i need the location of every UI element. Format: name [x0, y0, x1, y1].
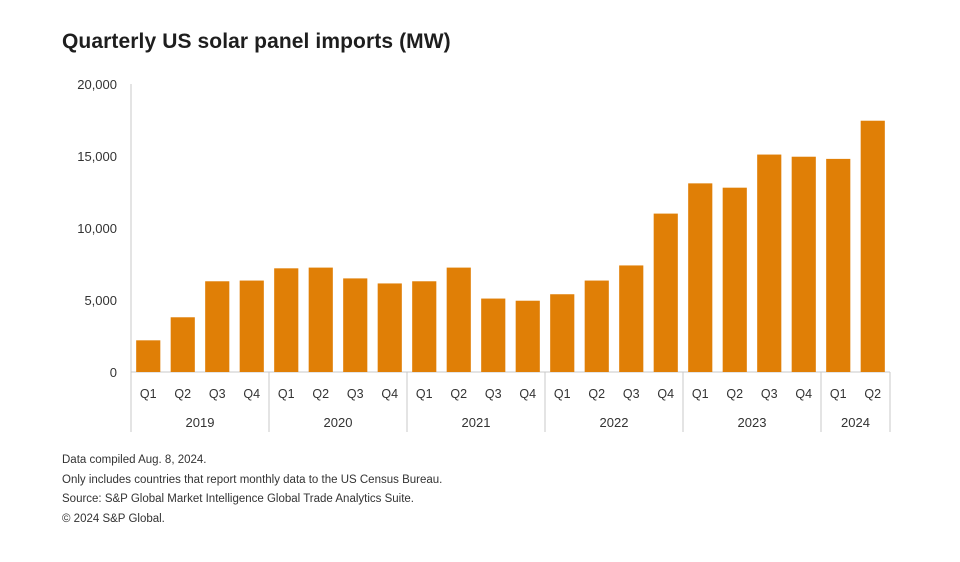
x-tick-label-quarter: Q2 [588, 387, 605, 401]
bar [343, 278, 368, 372]
bar [584, 280, 609, 372]
bar [826, 158, 851, 372]
y-tick-label: 15,000 [77, 149, 117, 164]
footnote-scope: Only includes countries that report mont… [62, 473, 443, 486]
x-tick-label-quarter: Q2 [312, 387, 329, 401]
y-tick-label: 0 [110, 365, 117, 380]
bar [619, 265, 644, 372]
bar [136, 340, 161, 372]
bar [170, 317, 195, 372]
x-tick-label-year: 2023 [738, 415, 767, 430]
bar [239, 280, 264, 372]
x-tick-label-quarter: Q4 [519, 387, 536, 401]
bar [446, 267, 471, 372]
bar [722, 187, 747, 372]
x-tick-label-year: 2019 [186, 415, 215, 430]
x-tick-label-quarter: Q3 [347, 387, 364, 401]
chart-title: Quarterly US solar panel imports (MW) [62, 30, 451, 53]
footnote-date: Data compiled Aug. 8, 2024. [62, 454, 207, 466]
bar-chart: 0 5,000 10,000 15,000 20,000 Q1 Q2 Q3 Q4 Q1 Q2 Q3 Q4… [77, 77, 891, 432]
footnote-source: Source: S&P Global Market Intelligence G… [62, 493, 415, 505]
x-tick-label-year: 2022 [600, 415, 629, 430]
x-tick-label-quarter: Q1 [416, 387, 433, 401]
footnote-copyright: © 2024 S&P Global. [62, 512, 165, 525]
bar [308, 267, 333, 372]
x-tick-label-quarter: Q1 [554, 387, 571, 401]
footnotes: Data compiled Aug. 8, 2024. Only include… [62, 451, 442, 529]
x-tick-label-year: 2021 [462, 415, 491, 430]
x-tick-label-quarter: Q1 [692, 387, 709, 401]
y-tick-label: 10,000 [77, 221, 117, 236]
x-tick-label-year: 2020 [324, 415, 353, 430]
bar [515, 300, 540, 372]
x-tick-label-quarter: Q1 [830, 387, 847, 401]
bar [757, 154, 782, 372]
bar [412, 281, 437, 372]
bar [688, 183, 713, 372]
x-tick-label-quarter: Q3 [485, 387, 502, 401]
x-tick-label-year: 2024 [841, 415, 870, 430]
x-tick-label-quarter: Q4 [795, 387, 812, 401]
x-tick-label-quarter: Q3 [761, 387, 778, 401]
x-tick-label-quarter: Q1 [140, 387, 157, 401]
x-tick-label-quarter: Q2 [450, 387, 467, 401]
bar [377, 283, 402, 372]
bar [205, 281, 230, 372]
x-tick-label-quarter: Q2 [174, 387, 191, 401]
y-tick-label: 5,000 [84, 293, 117, 308]
bar [860, 120, 885, 372]
x-tick-label-quarter: Q3 [623, 387, 640, 401]
bar [481, 298, 506, 372]
bar [791, 156, 816, 372]
x-tick-label-quarter: Q4 [381, 387, 398, 401]
x-tick-label-quarter: Q2 [864, 387, 881, 401]
x-tick-label-quarter: Q3 [209, 387, 226, 401]
x-tick-label-quarter: Q1 [278, 387, 295, 401]
bar [550, 294, 575, 372]
bar [653, 213, 678, 372]
bar [274, 268, 299, 372]
x-tick-label-quarter: Q4 [657, 387, 674, 401]
x-tick-label-quarter: Q2 [726, 387, 743, 401]
x-tick-label-quarter: Q4 [243, 387, 260, 401]
y-tick-label: 20,000 [77, 77, 117, 92]
